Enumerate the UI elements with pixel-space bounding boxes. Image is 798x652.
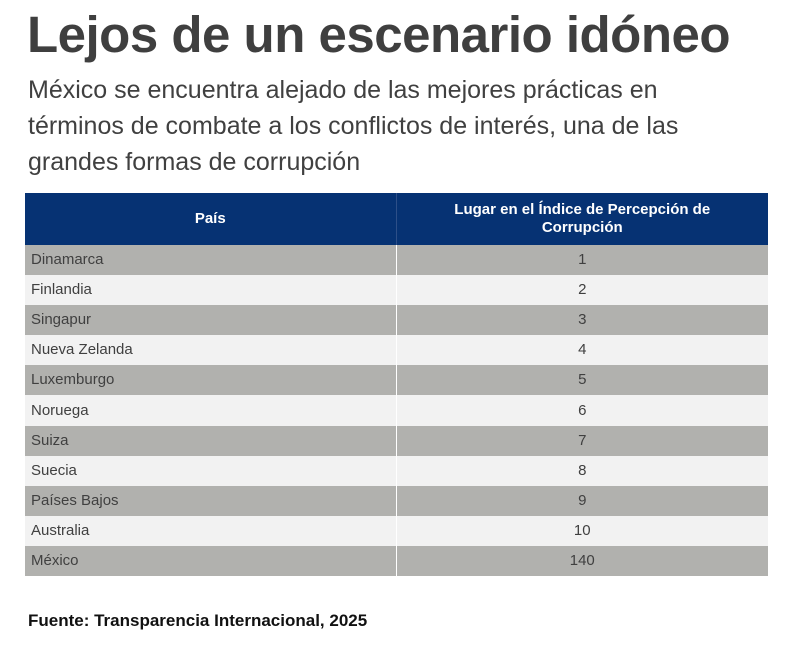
table-row: Australia 10 xyxy=(25,515,768,546)
country-cell: Suecia xyxy=(25,455,397,486)
table-row: México 140 xyxy=(25,545,768,577)
country-cell: Nueva Zelanda xyxy=(25,335,397,366)
rank-cell: 9 xyxy=(578,491,587,509)
rank-cell: 10 xyxy=(573,521,591,539)
rank-cell: 7 xyxy=(578,431,587,449)
rank-cell: 140 xyxy=(569,551,595,569)
chart-subtitle: México se encuentra alejado de las mejor… xyxy=(28,76,679,176)
rank-cell: 3 xyxy=(578,311,587,329)
table-body: Dinamarca 1 Finlandia 2 Singapur 3 Nueva Zelan… xyxy=(25,245,768,577)
country-cell: Australia xyxy=(25,515,397,546)
table-row: Finlandia 2 xyxy=(25,275,768,306)
country-cell: Noruega xyxy=(25,395,397,426)
chart-title: Lejos de un escenario idóneo xyxy=(27,6,731,63)
country-cell: Singapur xyxy=(25,305,397,336)
column-header-rank: Lugar en el Índice de Percepción de Corr… xyxy=(454,201,711,236)
rank-cell: 1 xyxy=(578,251,587,269)
ranking-table: País Lugar en el Índice de Percepción de… xyxy=(25,193,768,577)
table-row: Luxemburgo 5 xyxy=(25,365,768,396)
table-header-row: País Lugar en el Índice de Percepción de… xyxy=(25,193,768,245)
country-cell: Dinamarca xyxy=(25,245,397,276)
country-cell: Luxemburgo xyxy=(25,365,397,396)
rank-cell: 8 xyxy=(578,461,587,479)
source-note: Fuente: Transparencia Internacional, 202… xyxy=(28,611,368,630)
country-cell: Países Bajos xyxy=(25,485,397,516)
table-row: Singapur 3 xyxy=(25,305,768,336)
table-row: Nueva Zelanda 4 xyxy=(25,335,768,366)
rank-cell: 5 xyxy=(578,371,587,389)
rank-cell: 6 xyxy=(578,401,587,419)
rank-cell: 4 xyxy=(578,341,587,359)
country-cell: Finlandia xyxy=(25,275,397,306)
country-cell: México xyxy=(25,545,397,577)
table-row: Dinamarca 1 xyxy=(25,245,768,276)
rank-cell: 2 xyxy=(578,281,587,299)
column-header-country: País xyxy=(25,193,397,245)
table-row: Noruega 6 xyxy=(25,395,768,426)
table-row: Países Bajos 9 xyxy=(25,485,768,516)
table-row: Suecia 8 xyxy=(25,455,768,486)
country-cell: Suiza xyxy=(25,425,397,456)
table-row: Suiza 7 xyxy=(25,425,768,456)
